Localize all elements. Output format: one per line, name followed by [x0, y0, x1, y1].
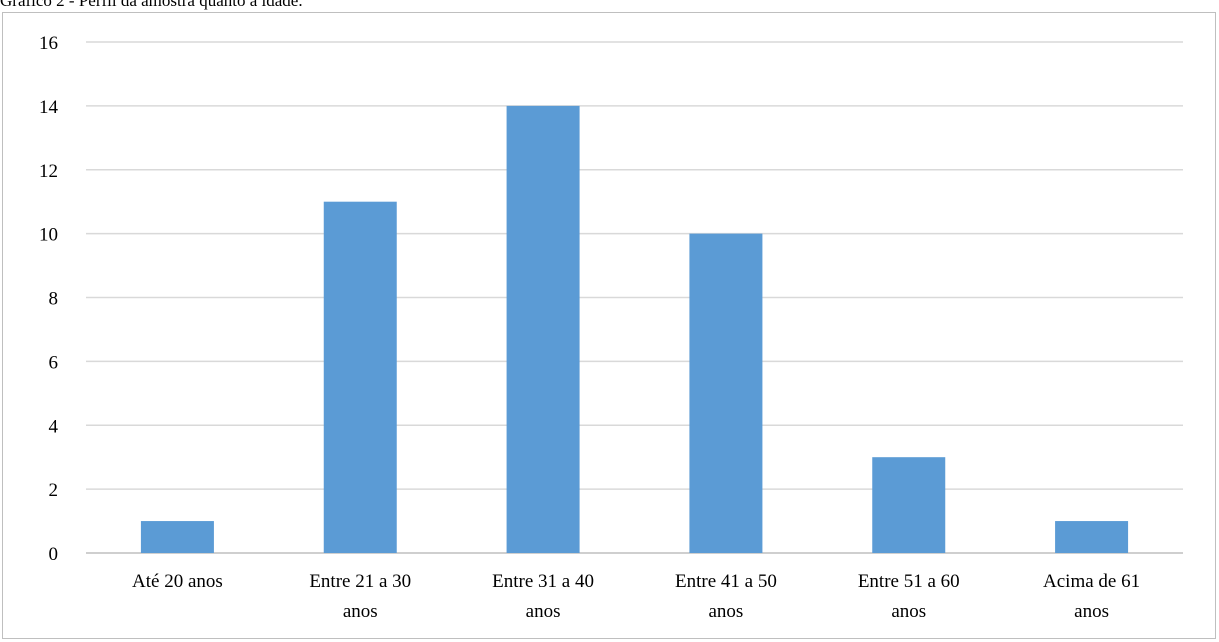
- y-tick-label: 4: [49, 416, 59, 437]
- bar: [1055, 521, 1129, 553]
- bars: [140, 105, 1129, 553]
- bar: [872, 457, 946, 553]
- y-tick-label: 2: [49, 480, 59, 501]
- x-category-label: Entre 31 a 40: [492, 571, 594, 592]
- y-tick-label: 12: [39, 161, 58, 182]
- chart-caption: Gráfico 2 - Perfil da amostra quanto à i…: [0, 0, 303, 10]
- x-category-label: Acima de 61: [1043, 571, 1140, 592]
- x-category-label: Entre 21 a 30: [309, 571, 411, 592]
- x-axis-labels: Até 20 anos Entre 21 a 30 anos Entre 31 a 4…: [132, 571, 1140, 622]
- x-category-label: Entre 41 a 50: [675, 571, 777, 592]
- x-category-label: anos: [1074, 601, 1109, 622]
- x-category-label: anos: [891, 601, 926, 622]
- y-tick-label: 16: [39, 33, 58, 54]
- bar: [323, 201, 397, 553]
- x-category-label: anos: [709, 601, 744, 622]
- y-axis-ticks: 0 2 4 6 8 10 12 14 16: [39, 33, 59, 565]
- x-category-label: anos: [526, 601, 561, 622]
- x-category-label: anos: [343, 601, 378, 622]
- bar: [140, 521, 214, 553]
- bar: [506, 105, 580, 553]
- y-tick-label: 8: [49, 289, 59, 310]
- x-category-label: Entre 51 a 60: [858, 571, 960, 592]
- y-tick-label: 10: [39, 225, 58, 246]
- y-tick-label: 14: [39, 97, 59, 118]
- gridlines: [86, 41, 1183, 554]
- y-tick-label: 0: [49, 544, 59, 565]
- y-tick-label: 6: [49, 352, 59, 373]
- x-category-label: Até 20 anos: [132, 571, 223, 592]
- bar: [689, 233, 763, 553]
